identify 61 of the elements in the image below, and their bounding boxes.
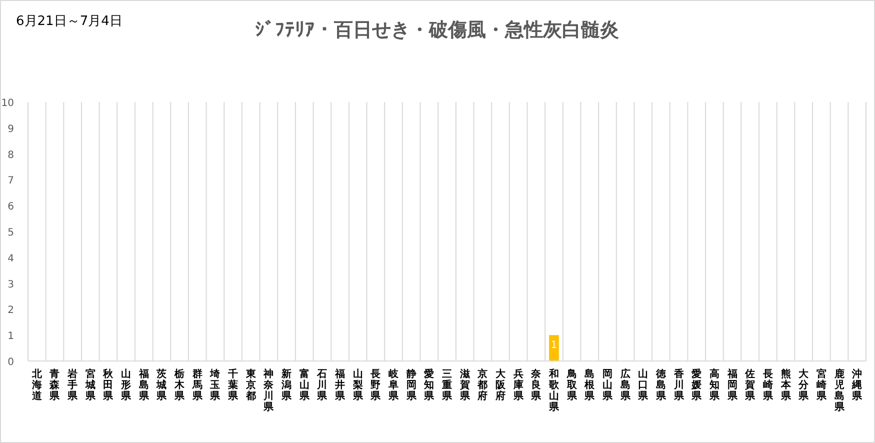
x-tick-label: 石川県 (316, 369, 328, 402)
x-tick-label: 静岡県 (405, 368, 418, 402)
y-tick-label: 0 (8, 357, 14, 368)
x-tick-label: 山口県 (637, 368, 650, 402)
x-tick-label: 宮崎県 (815, 368, 828, 402)
x-tick-label: 富山県 (298, 368, 310, 402)
x-tick-label: 愛知県 (423, 368, 436, 402)
x-tick-label: 滋賀県 (458, 368, 471, 402)
x-tick-label: 島根県 (584, 368, 596, 402)
x-tick-label: 三重県 (441, 369, 453, 402)
x-tick-label: 秋田県 (102, 368, 114, 402)
x-tick-label: 京都府 (476, 368, 488, 402)
x-tick-label: 奈良県 (530, 368, 542, 402)
x-tick-label: 埼玉県 (209, 368, 222, 402)
chart-subtitle: 6月21日～7月4日 (16, 14, 122, 29)
x-tick-label: 新潟県 (280, 368, 293, 402)
x-tick-label: 岡山県 (601, 369, 614, 402)
x-tick-label: 和歌山県 (548, 368, 560, 413)
x-tick-label: 大分県 (798, 368, 810, 402)
y-tick-label: 7 (8, 176, 14, 187)
y-tick-label: 1 (8, 331, 14, 342)
x-tick-label: 福岡県 (726, 368, 738, 402)
x-tick-label: 岩手県 (66, 368, 79, 402)
x-tick-label: 群馬県 (191, 368, 204, 402)
y-tick-label: 2 (8, 305, 14, 316)
x-tick-label: 鹿児島県 (833, 368, 846, 413)
x-tick-label: 岐阜県 (388, 368, 400, 402)
x-tick-label: 兵庫県 (512, 368, 524, 402)
x-tick-label: 愛媛県 (690, 368, 703, 402)
x-tick-label: 高知県 (708, 368, 720, 402)
x-tick-label: 宮城県 (84, 368, 96, 402)
x-tick-label: 福島県 (138, 368, 150, 402)
y-tick-label: 9 (8, 124, 14, 135)
x-tick-label: 長崎県 (762, 368, 774, 402)
x-tick-label: 長野県 (370, 368, 382, 402)
y-tick-label: 10 (1, 98, 14, 109)
x-tick-label: 神奈川県 (262, 368, 275, 413)
x-tick-label: 広島県 (619, 368, 632, 402)
x-tick-label: 福井県 (334, 368, 346, 402)
x-tick-label: 山梨県 (352, 368, 364, 402)
x-tick-label: 鳥取県 (566, 368, 578, 402)
x-tick-label: 香川県 (672, 368, 685, 402)
y-tick-label: 3 (8, 279, 14, 290)
x-tick-label: 茨城県 (156, 368, 168, 402)
y-tick-label: 5 (8, 228, 14, 238)
x-tick-label: 山形県 (120, 368, 132, 402)
x-tick-label: 栃木県 (174, 368, 186, 402)
y-tick-label: 8 (8, 150, 14, 161)
chart-title: ｼﾞﾌﾃﾘｱ・百日せき・破傷風・急性灰白髄炎 (255, 19, 619, 41)
x-tick-label: 青森県 (48, 368, 61, 402)
x-tick-label: 熊本県 (780, 368, 792, 402)
data-label: 1 (550, 340, 558, 352)
x-tick-label: 佐賀県 (744, 368, 756, 402)
x-tick-label: 大阪府 (494, 368, 506, 402)
x-tick-label: 千葉県 (227, 368, 240, 402)
x-tick-label: 北海道 (30, 368, 43, 402)
x-tick-label: 沖縄県 (851, 368, 864, 402)
y-tick-label: 4 (8, 253, 14, 264)
x-tick-label: 東京都 (244, 368, 257, 402)
y-tick-label: 6 (8, 202, 14, 213)
x-tick-label: 徳島県 (654, 368, 667, 402)
